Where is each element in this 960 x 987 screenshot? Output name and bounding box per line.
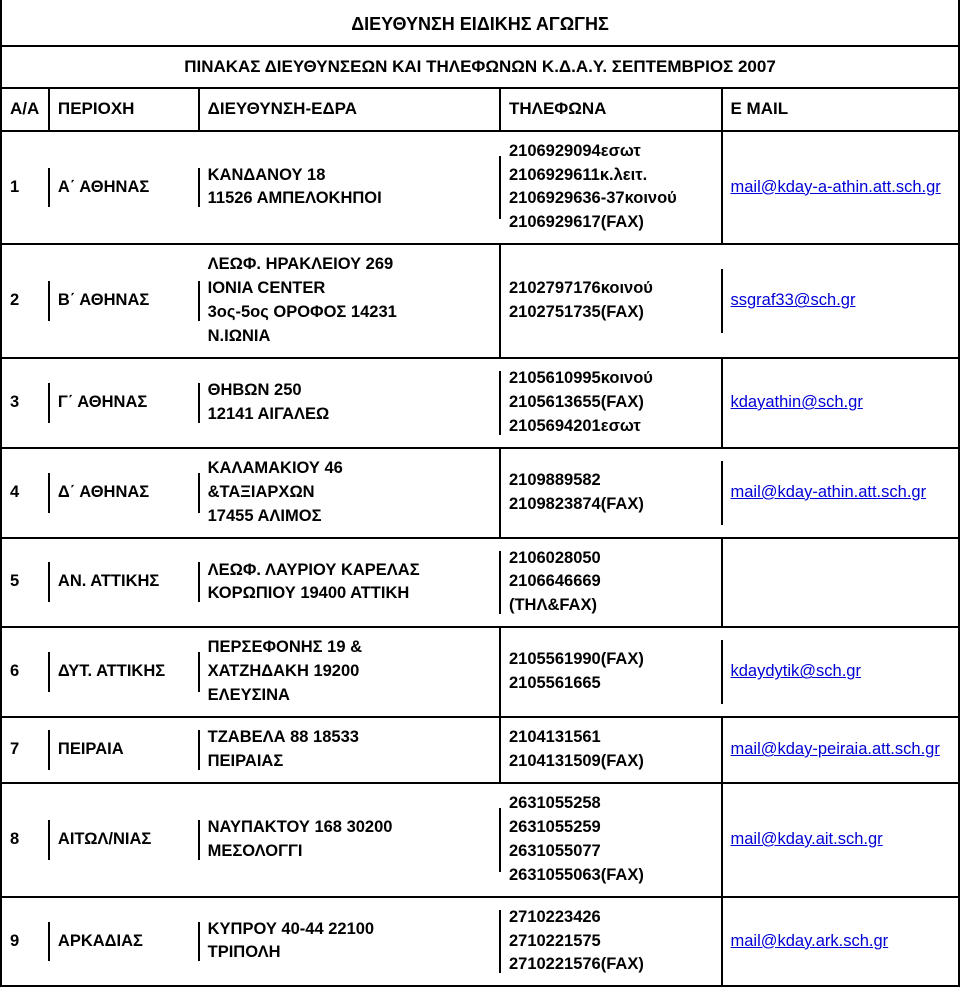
cell-email: mail@kday-peiraia.att.sch.gr — [723, 730, 959, 770]
cell-phones: 2106028050 2106646669 (ΤΗΛ&FAX) — [501, 539, 723, 627]
cell-address: ΘΗΒΩΝ 250 12141 ΑΙΓΑΛΕΩ — [200, 371, 501, 435]
cell-aa: 6 — [2, 652, 50, 692]
table-body: 1Α΄ ΑΘΗΝΑΣ ΚΑΝΔΑΝΟΥ 18 11526 ΑΜΠΕΛΟΚΗΠΟΙ… — [2, 132, 958, 987]
header-email: E MAIL — [723, 89, 959, 130]
email-link[interactable]: mail@kday-a-athin.att.sch.gr — [731, 178, 941, 196]
cell-region: ΠΕΙΡΑΙΑ — [50, 730, 200, 770]
table-header-row: Α/Α ΠΕΡΙΟΧΗ ΔΙΕΥΘΥΝΣΗ-ΕΔΡΑ ΤΗΛΕΦΩΝΑ E MA… — [2, 89, 958, 132]
email-link[interactable]: mail@kday.ait.sch.gr — [731, 830, 883, 848]
cell-address: ΛΕΩΦ. ΗΡΑΚΛΕΙΟΥ 269 IONIA CENTER 3ος-5ος… — [200, 245, 501, 357]
table-row: 4Δ΄ ΑΘΗΝΑΣΚΑΛΑΜΑΚΙΟΥ 46 &ΤΑΞΙΑΡΧΩΝ 17455… — [2, 449, 958, 539]
cell-address: ΚΑΝΔΑΝΟΥ 18 11526 ΑΜΠΕΛΟΚΗΠΟΙ — [200, 156, 501, 220]
cell-region: ΑΝ. ΑΤΤΙΚΗΣ — [50, 562, 200, 602]
cell-region: ΑΡΚΑΔΙΑΣ — [50, 922, 200, 962]
email-link[interactable]: mail@kday.ark.sch.gr — [731, 932, 889, 950]
email-link[interactable]: kdaydytik@sch.gr — [731, 662, 861, 680]
header-phones: ΤΗΛΕΦΩΝΑ — [501, 89, 723, 130]
cell-address: ΚΥΠΡΟΥ 40-44 22100 ΤΡΙΠΟΛΗ — [200, 910, 501, 974]
table-row: 2Β΄ ΑΘΗΝΑΣ ΛΕΩΦ. ΗΡΑΚΛΕΙΟΥ 269 IONIA CEN… — [2, 245, 958, 359]
cell-region: Γ΄ ΑΘΗΝΑΣ — [50, 383, 200, 423]
cell-aa: 2 — [2, 281, 50, 321]
cell-region: ΔΥΤ. ΑΤΤΙΚΗΣ — [50, 652, 200, 692]
cell-address: ΚΑΛΑΜΑΚΙΟΥ 46 &ΤΑΞΙΑΡΧΩΝ 17455 ΑΛΙΜΟΣ — [200, 449, 501, 537]
cell-phones: 2631055258 2631055259 2631055077 2631055… — [501, 784, 723, 896]
table-row: 6ΔΥΤ. ΑΤΤΙΚΗΣ ΠΕΡΣΕΦΟΝΗΣ 19 & ΧΑΤΖΗΔΑΚΗ … — [2, 628, 958, 718]
cell-region: Δ΄ ΑΘΗΝΑΣ — [50, 473, 200, 513]
cell-region: Α΄ ΑΘΗΝΑΣ — [50, 168, 200, 208]
cell-aa: 3 — [2, 383, 50, 423]
table-row: 8ΑΙΤΩΛ/ΝΙΑΣ ΝΑΥΠΑΚΤΟΥ 168 30200 ΜΕΣΟΛΟΓΓ… — [2, 784, 958, 898]
table-row: 7ΠΕΙΡΑΙΑ ΤΖΑΒΕΛΑ 88 18533 ΠΕΙΡΑΙΑΣ210413… — [2, 718, 958, 784]
cell-email: ssgraf33@sch.gr — [723, 281, 959, 321]
cell-address: ΛΕΩΦ. ΛΑΥΡΙΟΥ ΚΑΡΕΛΑΣ ΚΟΡΩΠΙΟΥ 19400 ΑΤΤ… — [200, 551, 501, 615]
cell-email: mail@kday.ait.sch.gr — [723, 820, 959, 860]
header-aa: Α/Α — [2, 89, 50, 130]
cell-email: kdayathin@sch.gr — [723, 383, 959, 423]
cell-address: ΤΖΑΒΕΛΑ 88 18533 ΠΕΙΡΑΙΑΣ — [200, 718, 501, 782]
table-row: 9ΑΡΚΑΔΙΑΣ ΚΥΠΡΟΥ 40-44 22100 ΤΡΙΠΟΛΗ2710… — [2, 898, 958, 987]
cell-email: mail@kday-a-athin.att.sch.gr — [723, 168, 959, 208]
cell-phones: 2710223426 2710221575 2710221576(FAX) — [501, 898, 723, 986]
cell-email: kdaydytik@sch.gr — [723, 652, 959, 692]
header-address: ΔΙΕΥΘΥΝΣΗ-ΕΔΡΑ — [200, 89, 501, 130]
table-row: 3Γ΄ ΑΘΗΝΑΣ ΘΗΒΩΝ 250 12141 ΑΙΓΑΛΕΩ210561… — [2, 359, 958, 449]
cell-aa: 4 — [2, 473, 50, 513]
email-link[interactable]: ssgraf33@sch.gr — [731, 291, 856, 309]
page-title: ΔΙΕΥΘΥΝΣΗ ΕΙΔΙΚΗΣ ΑΓΩΓΗΣ — [2, 0, 958, 47]
email-link[interactable]: kdayathin@sch.gr — [731, 393, 863, 411]
cell-phones: 2105610995κοινού 2105613655(FAX) 2105694… — [501, 359, 723, 447]
cell-email: mail@kday-athin.att.sch.gr — [723, 473, 959, 513]
page-subtitle: ΠΙΝΑΚΑΣ ΔΙΕΥΘΥΝΣΕΩΝ ΚΑΙ ΤΗΛΕΦΩΝΩΝ Κ.Δ.Α.… — [2, 47, 958, 89]
cell-aa: 8 — [2, 820, 50, 860]
cell-aa: 7 — [2, 730, 50, 770]
cell-email: mail@kday.ark.sch.gr — [723, 922, 959, 962]
directory-table: ΔΙΕΥΘΥΝΣΗ ΕΙΔΙΚΗΣ ΑΓΩΓΗΣ ΠΙΝΑΚΑΣ ΔΙΕΥΘΥΝ… — [0, 0, 960, 987]
cell-region: ΑΙΤΩΛ/ΝΙΑΣ — [50, 820, 200, 860]
cell-phones: 2102797176κοινού 2102751735(FAX) — [501, 269, 723, 333]
cell-region: Β΄ ΑΘΗΝΑΣ — [50, 281, 200, 321]
table-row: 1Α΄ ΑΘΗΝΑΣ ΚΑΝΔΑΝΟΥ 18 11526 ΑΜΠΕΛΟΚΗΠΟΙ… — [2, 132, 958, 246]
table-row: 5ΑΝ. ΑΤΤΙΚΗΣ ΛΕΩΦ. ΛΑΥΡΙΟΥ ΚΑΡΕΛΑΣ ΚΟΡΩΠ… — [2, 539, 958, 629]
header-region: ΠΕΡΙΟΧΗ — [50, 89, 200, 130]
cell-email — [723, 574, 959, 590]
email-link[interactable]: mail@kday-peiraia.att.sch.gr — [731, 740, 940, 758]
cell-phones: 2106929094εσωτ 2106929611κ.λειτ. 2106929… — [501, 132, 723, 244]
cell-phones: 2104131561 2104131509(FAX) — [501, 718, 723, 782]
cell-aa: 5 — [2, 562, 50, 602]
email-link[interactable]: mail@kday-athin.att.sch.gr — [731, 483, 927, 501]
cell-phones: 2109889582 2109823874(FAX) — [501, 461, 723, 525]
cell-address: ΝΑΥΠΑΚΤΟΥ 168 30200 ΜΕΣΟΛΟΓΓΙ — [200, 808, 501, 872]
cell-phones: 2105561990(FAX) 2105561665 — [501, 640, 723, 704]
cell-aa: 1 — [2, 168, 50, 208]
cell-aa: 9 — [2, 922, 50, 962]
cell-address: ΠΕΡΣΕΦΟΝΗΣ 19 & ΧΑΤΖΗΔΑΚΗ 19200 ΕΛΕΥΣΙΝΑ — [200, 628, 501, 716]
